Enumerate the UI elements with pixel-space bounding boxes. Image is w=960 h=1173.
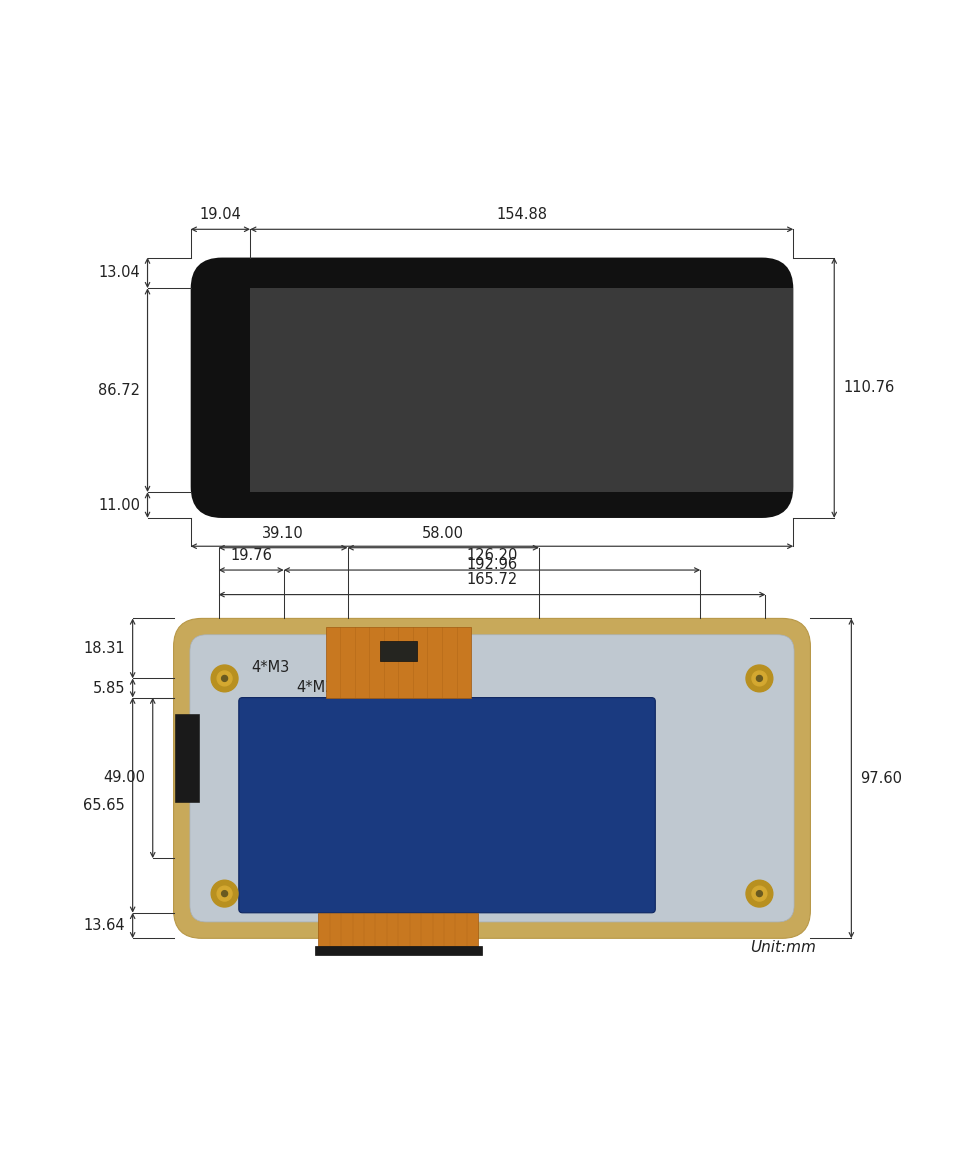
Text: 4*M2.5: 4*M2.5 [297, 680, 348, 696]
Bar [325, 626, 471, 698]
Circle shape [211, 665, 238, 692]
Bar [251, 289, 793, 493]
Text: 19.04: 19.04 [200, 206, 241, 222]
Text: 97.60: 97.60 [860, 771, 902, 786]
Text: 39.10: 39.10 [262, 526, 304, 541]
Circle shape [756, 676, 762, 682]
Text: 13.04: 13.04 [98, 265, 140, 280]
Text: 13.64: 13.64 [84, 918, 125, 933]
Text: 19.76: 19.76 [230, 548, 272, 563]
Circle shape [222, 890, 228, 896]
Bar [175, 714, 199, 802]
Text: 192.96: 192.96 [467, 557, 517, 571]
Circle shape [217, 671, 232, 686]
Text: 49.00: 49.00 [104, 771, 145, 786]
FancyBboxPatch shape [239, 698, 656, 913]
Text: 18.31: 18.31 [84, 640, 125, 656]
Circle shape [752, 671, 767, 686]
Bar [315, 945, 482, 955]
Text: 126.20: 126.20 [467, 548, 517, 563]
Circle shape [746, 665, 773, 692]
Bar [319, 913, 478, 947]
Text: 58.00: 58.00 [422, 526, 465, 541]
Text: Unit:mm: Unit:mm [750, 941, 816, 956]
Bar [380, 640, 417, 660]
Text: 110.76: 110.76 [843, 380, 895, 395]
FancyBboxPatch shape [190, 635, 794, 922]
Text: 11.00: 11.00 [98, 497, 140, 513]
Circle shape [752, 886, 767, 901]
Text: 5.85: 5.85 [93, 680, 125, 696]
Circle shape [746, 880, 773, 907]
Text: 65.65: 65.65 [84, 798, 125, 813]
Text: 86.72: 86.72 [98, 382, 140, 398]
Text: 165.72: 165.72 [467, 572, 517, 588]
Circle shape [756, 890, 762, 896]
FancyBboxPatch shape [174, 618, 810, 938]
Text: 4*M3: 4*M3 [252, 659, 290, 674]
Circle shape [211, 880, 238, 907]
Text: 154.88: 154.88 [496, 206, 547, 222]
Circle shape [217, 886, 232, 901]
Circle shape [222, 676, 228, 682]
FancyBboxPatch shape [191, 258, 793, 518]
